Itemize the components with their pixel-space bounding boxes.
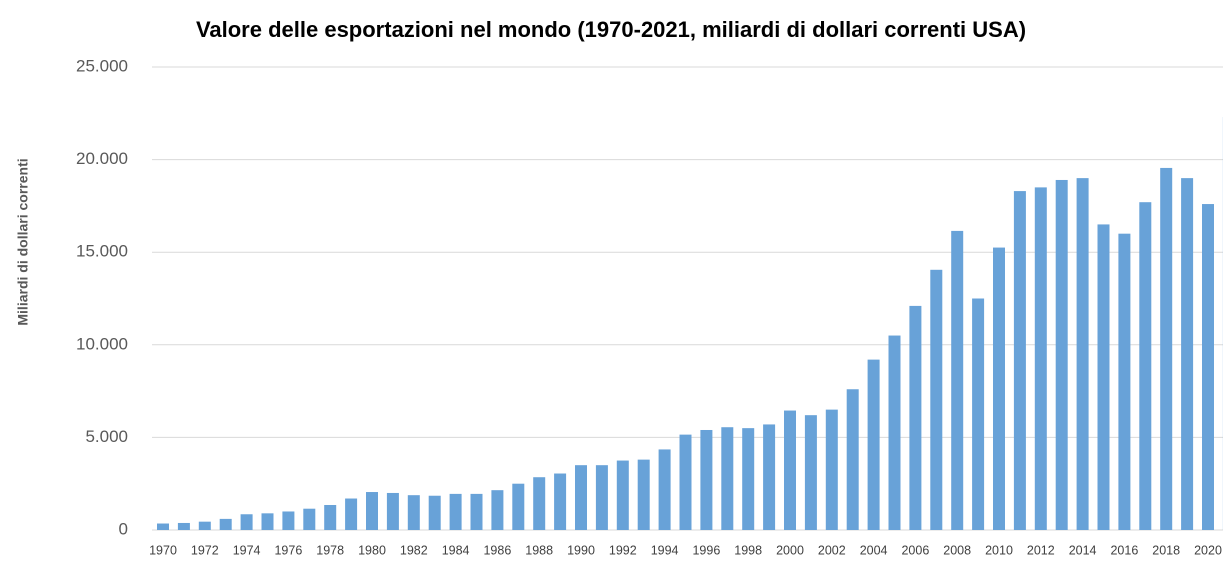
bar [867,359,880,530]
bar [1013,191,1026,531]
bar [909,305,922,530]
bar [658,449,671,530]
y-tick-label: 20.000 [76,149,128,168]
bar [157,523,169,530]
x-tick-label: 1970 [149,543,177,557]
bar [1181,178,1194,530]
bar [177,522,190,530]
bar [240,514,253,530]
bar [512,483,525,530]
y-axis-label: Miliardi di dollari correnti [15,158,31,325]
x-tick-label: 2014 [1069,543,1097,557]
bar [428,495,441,530]
bar [345,498,358,530]
bar [679,434,692,530]
x-tick-label: 1982 [400,543,428,557]
bar [951,230,964,531]
x-tick-label: 1986 [483,543,511,557]
bar [198,521,211,530]
bar [407,495,420,530]
y-tick-label: 25.000 [76,56,128,75]
bar [972,298,985,530]
x-tick-label: 1988 [525,543,553,557]
chart-title: Valore delle esportazioni nel mondo (197… [196,17,1026,42]
bar [366,492,378,530]
x-tick-label: 2006 [901,543,929,557]
x-tick-label: 1972 [191,543,219,557]
bar [784,410,796,530]
x-tick-label: 1996 [692,543,720,557]
x-tick-label: 1994 [651,543,679,557]
bar [1118,233,1131,530]
bar [1055,179,1068,531]
bar [449,493,462,530]
bar [533,477,546,530]
bar [303,508,316,530]
x-tick-label: 1974 [233,543,261,557]
bar [993,247,1005,530]
bar [219,518,232,530]
bar [575,465,587,530]
x-tick-label: 2020 [1194,543,1222,557]
bar [1160,167,1173,530]
y-tick-label: 10.000 [76,334,128,353]
bar [282,511,295,530]
x-tick-label: 2002 [818,543,846,557]
x-tick-label: 2016 [1110,543,1138,557]
bar [804,415,817,530]
x-tick-label: 2018 [1152,543,1180,557]
x-tick-label: 2004 [860,543,888,557]
bar [616,460,629,530]
bar [470,493,483,530]
bar [1076,178,1089,530]
x-tick-label: 1990 [567,543,595,557]
x-tick-label: 2008 [943,543,971,557]
x-tick-label: 1992 [609,543,637,557]
x-tick-label: 1978 [316,543,344,557]
bar [930,269,943,530]
x-tick-label: 2010 [985,543,1013,557]
bar [554,473,567,530]
bar [491,490,504,530]
x-tick-label: 1984 [442,543,470,557]
bar [1034,187,1047,530]
x-tick-label: 2012 [1027,543,1055,557]
bar [1202,204,1214,530]
bar [637,459,650,530]
x-tick-label: 1980 [358,543,386,557]
y-tick-label: 15.000 [76,242,128,261]
bar [700,429,713,530]
bar [324,504,337,530]
x-tick-label: 1976 [274,543,302,557]
bar [1097,224,1110,531]
y-tick-label: 5.000 [85,427,128,446]
bar [742,428,755,530]
y-tick-label: 0 [119,519,128,538]
bar [386,492,399,530]
x-tick-label: 1998 [734,543,762,557]
bar [888,335,901,530]
bar [595,465,608,530]
bar [846,389,859,530]
bar [721,427,734,530]
bar [1139,202,1152,531]
bar [825,409,838,530]
x-tick-label: 2000 [776,543,804,557]
bar [261,513,274,530]
bar [763,424,776,530]
